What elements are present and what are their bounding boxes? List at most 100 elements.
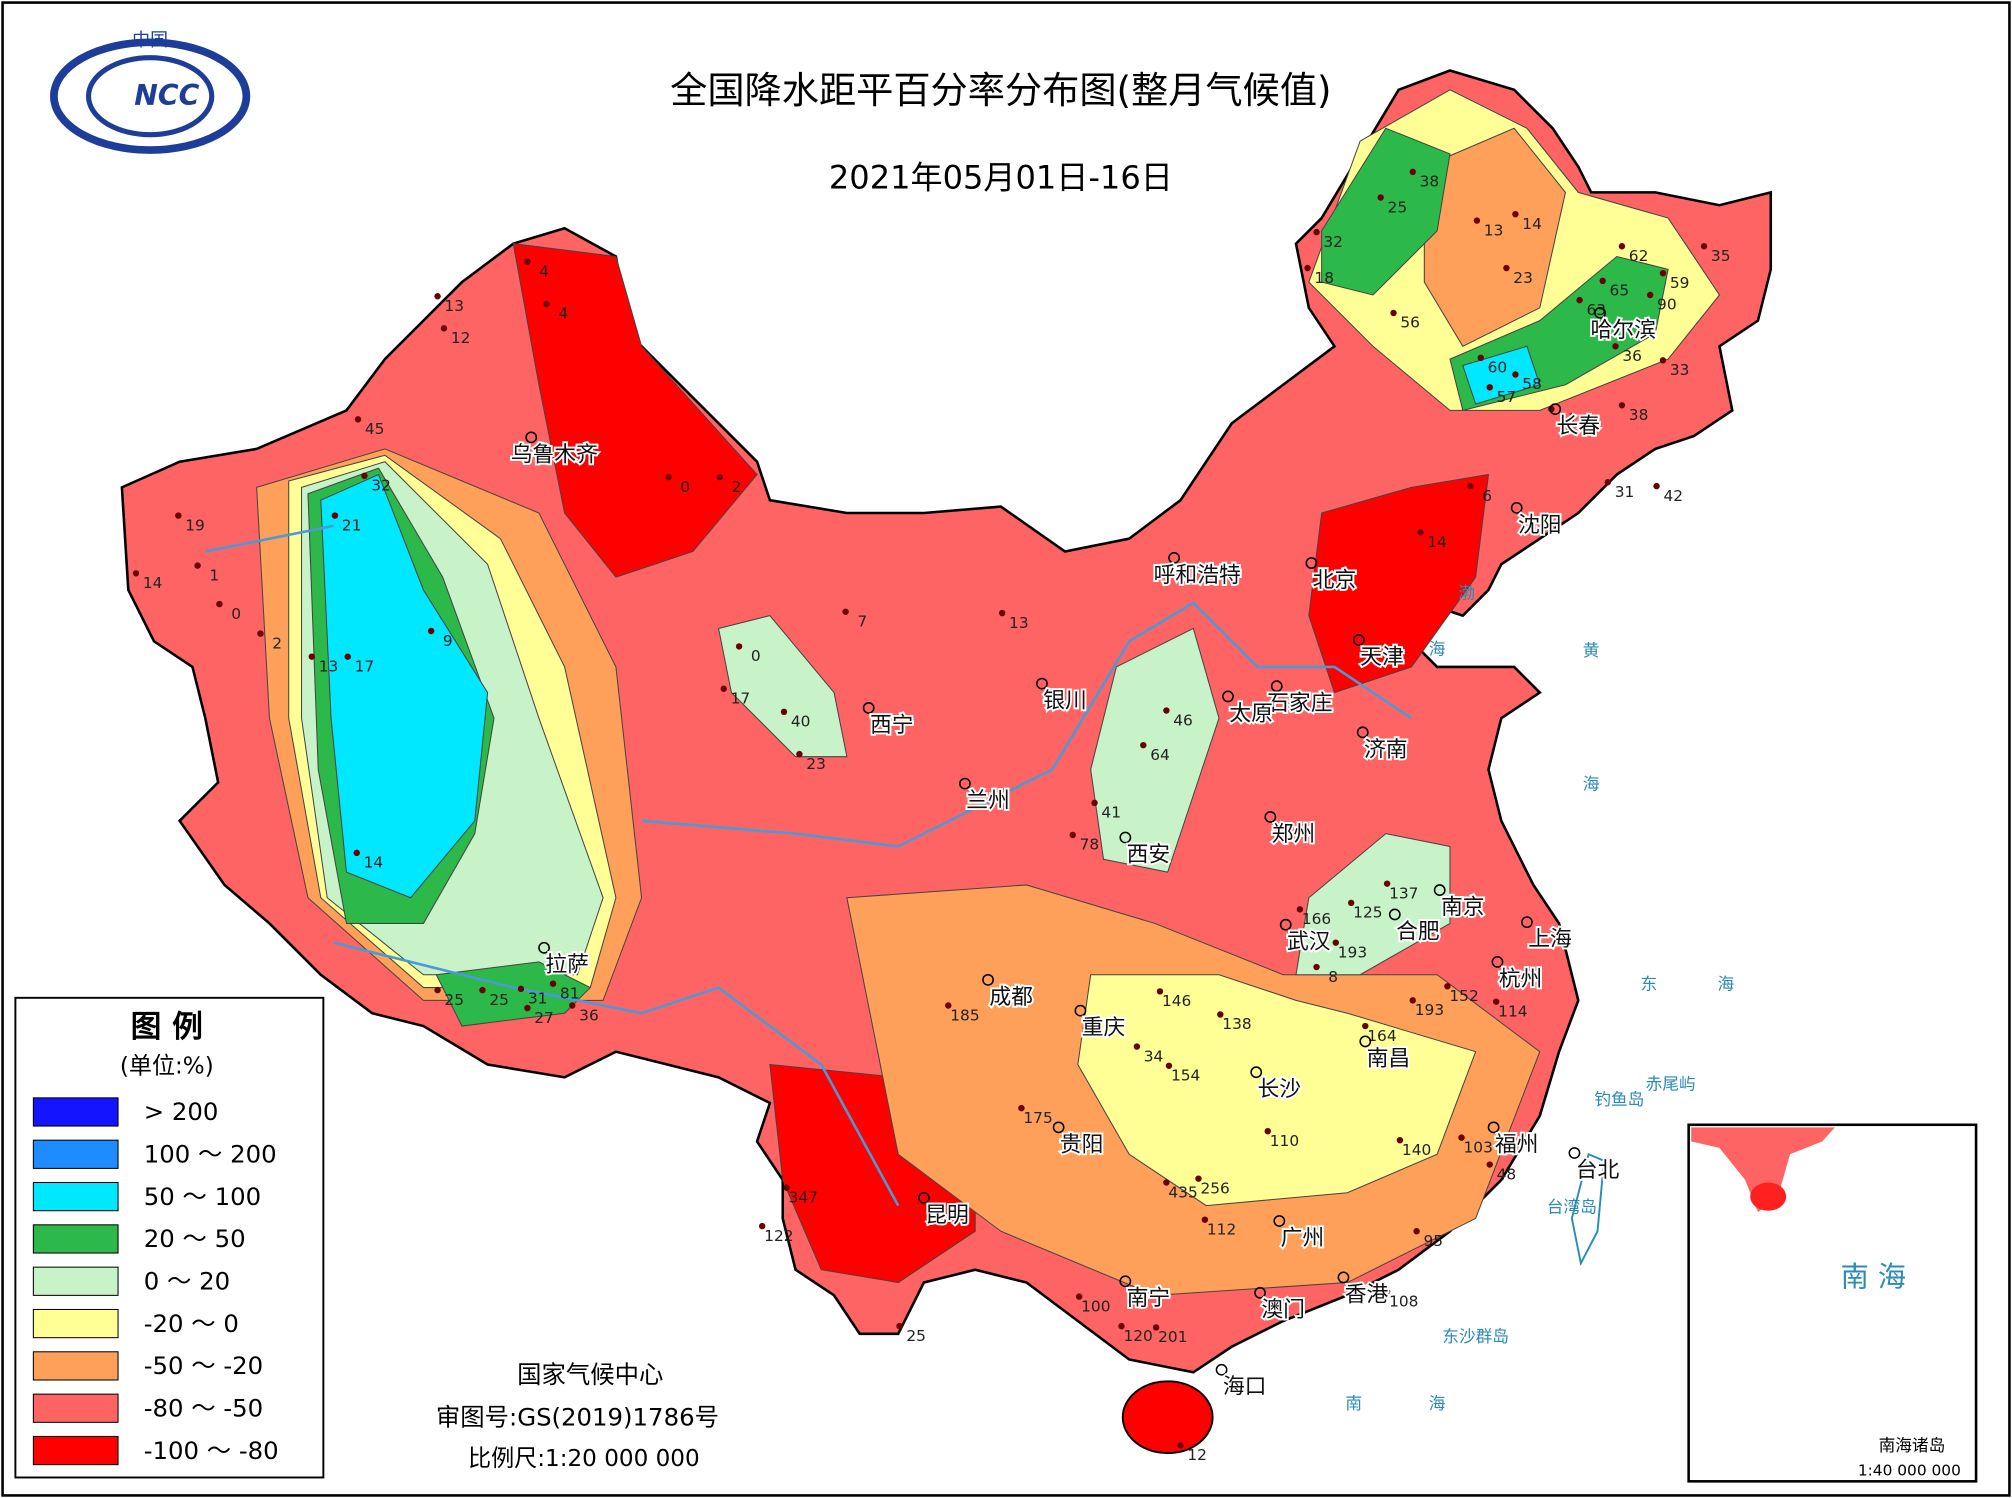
- station-dot: [1390, 309, 1397, 317]
- station-value: 13: [444, 297, 464, 315]
- city-name: 济南: [1364, 737, 1408, 762]
- station-value: 17: [355, 657, 375, 675]
- legend-label: -50 ～ -20: [144, 1351, 263, 1380]
- station-dot: [132, 570, 140, 577]
- city-marker: [1352, 634, 1365, 646]
- station-dot: [1396, 1136, 1404, 1144]
- station-value: 2: [732, 478, 742, 496]
- station-dot: [1413, 1228, 1420, 1235]
- city-name: 澳门: [1261, 1298, 1305, 1323]
- station-value: 164: [1367, 1027, 1396, 1045]
- station-value: 12: [451, 329, 471, 347]
- precip-zone: [1090, 627, 1220, 873]
- station-value: 7: [857, 613, 867, 631]
- station-value: 138: [1222, 1015, 1251, 1033]
- city-name: 南宁: [1127, 1286, 1171, 1311]
- station-value: 201: [1158, 1328, 1187, 1346]
- city-marker: [1487, 1121, 1500, 1134]
- subtitle: 2021年05月01日-16日: [829, 159, 1173, 197]
- station-dot: [780, 708, 788, 716]
- station-value: 114: [1498, 1002, 1527, 1020]
- station-value: 11: [1558, 410, 1578, 428]
- station-dot: [1075, 1293, 1083, 1300]
- city-marker: [1254, 1286, 1266, 1299]
- logo-ring: [50, 38, 251, 154]
- place-name: 东: [1641, 974, 1658, 993]
- station-dot: [1264, 1127, 1271, 1135]
- station-dot: [1604, 479, 1612, 486]
- city-name: 西安: [1127, 842, 1171, 867]
- station-dot: [1618, 402, 1626, 409]
- place-name: 海: [1429, 640, 1446, 659]
- station-value: 31: [1615, 483, 1635, 501]
- city-marker: [525, 431, 538, 444]
- station-value: 18: [1314, 269, 1334, 287]
- city-name: 北京: [1313, 568, 1357, 593]
- place-name: 黄: [1583, 641, 1600, 660]
- station-value: 154: [1171, 1067, 1200, 1085]
- station-dot: [1486, 384, 1493, 391]
- station-value: 112: [1207, 1220, 1236, 1238]
- station-value: 81: [560, 984, 580, 1002]
- station-value: 193: [1338, 943, 1367, 961]
- city-name: 石家庄: [1267, 691, 1332, 716]
- city-marker: [1215, 1363, 1228, 1376]
- inset-hainan: [1750, 1182, 1787, 1211]
- city-marker: [1510, 501, 1523, 514]
- station-dot: [665, 473, 672, 481]
- city-marker: [1549, 403, 1562, 416]
- station-dot: [524, 258, 531, 265]
- station-dot: [1304, 264, 1311, 272]
- city-name: 天津: [1360, 645, 1404, 670]
- station-value: 146: [1162, 992, 1191, 1010]
- station-dot: [549, 980, 557, 987]
- logo-top: 中国: [132, 30, 168, 51]
- city-name: 长沙: [1258, 1077, 1302, 1102]
- station-value: 41: [1101, 804, 1121, 822]
- station-dot: [194, 562, 201, 569]
- station-value: 435: [1168, 1183, 1197, 1201]
- station-dot: [1473, 217, 1481, 224]
- station-value: 65: [1610, 282, 1630, 300]
- station-dot: [1383, 880, 1391, 887]
- station-value: 103: [1464, 1138, 1493, 1156]
- city-name: 哈尔滨: [1590, 318, 1655, 343]
- legend-swatch: [32, 1393, 119, 1423]
- inset: 南 海 南海诸岛 1:40 000 000: [1687, 1123, 1978, 1483]
- station-dot: [1417, 529, 1424, 536]
- legend-label: 20 ～ 50: [144, 1224, 246, 1253]
- city-marker: [1250, 1066, 1263, 1079]
- logo-globe: [85, 55, 215, 138]
- city-marker: [1521, 916, 1533, 929]
- station-dot: [353, 849, 360, 857]
- station-dot: [1599, 277, 1606, 285]
- station-value: 6: [1482, 487, 1492, 505]
- city-name: 长春: [1556, 414, 1600, 439]
- station-value: 0: [231, 605, 241, 623]
- legend-swatch: [32, 1224, 119, 1254]
- city-name: 福州: [1495, 1132, 1539, 1157]
- city-marker: [1433, 884, 1446, 896]
- city-marker: [862, 702, 875, 714]
- city-name: 上海: [1528, 927, 1572, 952]
- station-value: 78: [1080, 836, 1100, 854]
- station-value: 12: [1187, 1446, 1207, 1464]
- station-value: 58: [1522, 375, 1542, 393]
- station-value: 122: [764, 1227, 793, 1245]
- station-value: 36: [1622, 347, 1642, 365]
- station-value: 25: [489, 991, 509, 1009]
- station-dot: [1653, 482, 1660, 490]
- station-value: 32: [1323, 233, 1343, 251]
- station-value: 21: [342, 516, 362, 534]
- place-name: 海: [1583, 774, 1600, 793]
- station-value: 45: [365, 420, 385, 438]
- place-name: 东沙群岛: [1442, 1327, 1509, 1346]
- station-value: 40: [791, 713, 811, 731]
- city-name: 南京: [1441, 895, 1485, 920]
- legend-label: -100 ～ -80: [144, 1436, 279, 1465]
- river: [205, 524, 1413, 1207]
- station-dot: [1576, 296, 1583, 304]
- station-dot: [1492, 998, 1500, 1005]
- city-marker: [538, 941, 550, 954]
- city-marker: [959, 777, 971, 790]
